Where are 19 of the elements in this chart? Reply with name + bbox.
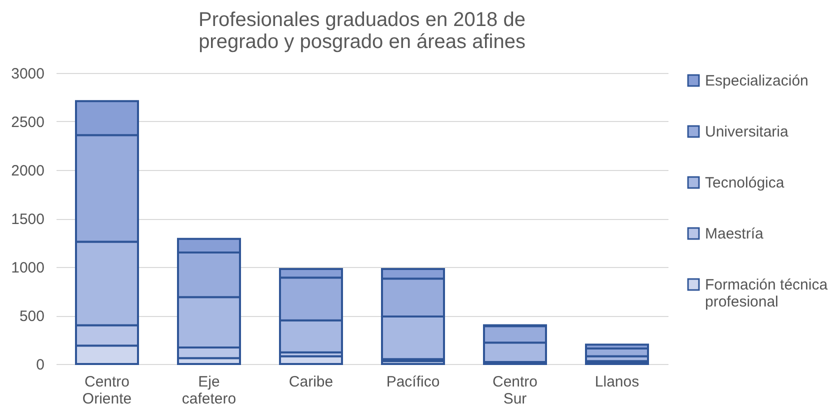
x-tick-label: Centro Oriente — [82, 374, 132, 408]
x-tick-label: Caribe — [288, 374, 334, 390]
x-tick-label: Centro Sur — [492, 374, 538, 408]
x-tick-label: Llanos — [594, 374, 640, 390]
legend-label: Tecnológica — [705, 174, 785, 192]
legend-label: Universitaria — [705, 124, 790, 140]
legend-label: Formación técnica profesional — [705, 276, 828, 310]
legend-label: Maestría — [705, 226, 764, 242]
y-tick-label: 2000 — [11, 162, 44, 180]
y-tick-label: 3000 — [11, 66, 44, 82]
x-tick-label: Pacífico — [386, 374, 440, 390]
legend-label: Especialización — [705, 72, 808, 90]
y-tick-label: 1500 — [11, 211, 44, 228]
y-tick-label: 0 — [36, 356, 44, 374]
chart-title: Profesionales graduados en 2018 de pregrado y posgrado en áreas afines — [198, 9, 526, 53]
y-tick-label: 500 — [19, 308, 44, 325]
y-tick-label: 1000 — [11, 260, 44, 276]
y-tick-label: 2500 — [11, 114, 44, 131]
x-tick-label: Eje cafetero — [182, 374, 236, 408]
